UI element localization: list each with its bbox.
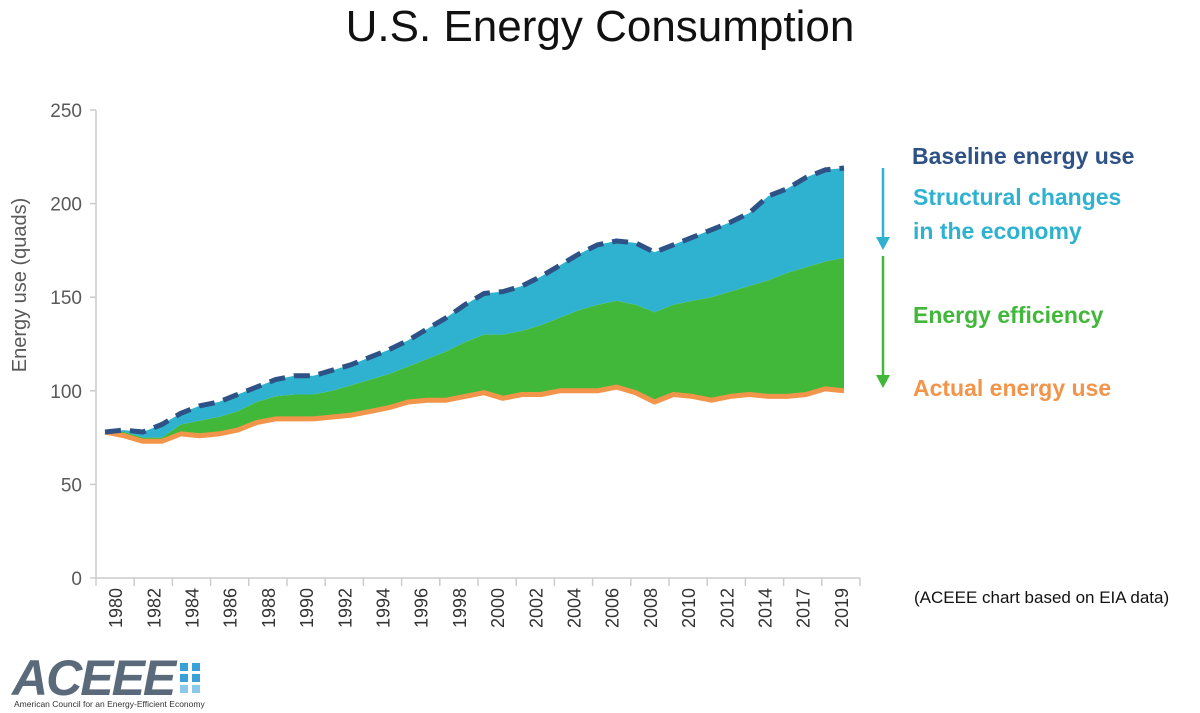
x-tick-label: 1982 <box>144 588 164 628</box>
y-axis-label: Energy use (quads) <box>9 198 31 373</box>
chart-areas <box>104 165 845 444</box>
legend-baseline: Baseline energy use <box>912 143 1135 169</box>
x-tick-label: 1992 <box>335 588 355 628</box>
x-tick-label: 2012 <box>717 588 737 628</box>
actual-energy-line <box>104 384 845 444</box>
x-tick-label: 2019 <box>832 588 852 628</box>
y-tick-label: 150 <box>50 288 82 309</box>
x-tick-label: 2000 <box>488 588 508 628</box>
x-tick-label: 2014 <box>756 588 776 628</box>
efficiency-arrow-head <box>876 375 890 388</box>
y-axis-label-wrap: Energy use (quads) <box>8 120 32 450</box>
legend-actual: Actual energy use <box>913 375 1112 401</box>
logo-tagline: American Council for an Energy-Efficient… <box>14 699 205 709</box>
y-tick-label: 100 <box>50 382 82 403</box>
x-tick-label: 2017 <box>794 588 814 628</box>
x-tick-label: 1998 <box>450 588 470 628</box>
x-tick-label: 2004 <box>565 588 585 628</box>
y-tick-label: 250 <box>50 101 82 122</box>
x-tick-label: 1994 <box>374 588 394 628</box>
x-tick-label: 2010 <box>679 588 699 628</box>
chart-title: U.S. Energy Consumption <box>345 2 855 51</box>
x-tick-label: 1984 <box>183 588 203 628</box>
legend-structural-line2: in the economy <box>913 218 1082 244</box>
x-tick-label: 1996 <box>412 588 432 628</box>
source-note: (ACEEE chart based on EIA data) <box>914 588 1170 607</box>
logo-dots-icon <box>180 663 200 693</box>
x-tick-label: 2006 <box>603 588 623 628</box>
y-tick-label: 0 <box>71 569 82 590</box>
x-tick-label: 2002 <box>526 588 546 628</box>
aceee-logo: ACEEE American Council for an Energy-Eff… <box>12 650 212 713</box>
legend-structural: Structural changes in the economy <box>913 180 1121 248</box>
y-tick-labels: 0 50 100 150 200 250 <box>50 101 82 590</box>
baseline-energy-line <box>104 165 845 435</box>
legend-structural-line1: Structural changes <box>913 184 1122 210</box>
x-tick-label: 2008 <box>641 588 661 628</box>
y-tick-label: 200 <box>50 195 82 216</box>
x-tick-label: 1990 <box>297 588 317 628</box>
structural-changes-area <box>105 168 844 438</box>
legend-efficiency: Energy efficiency <box>913 302 1104 328</box>
x-tick-labels: 1980 1982 1984 1986 1988 1990 1992 1994 1996 1998… <box>106 588 852 628</box>
chart-axes <box>90 109 861 586</box>
x-tick-label: 1986 <box>221 588 241 628</box>
y-tick-label: 50 <box>61 475 82 496</box>
x-tick-label: 1988 <box>259 588 279 628</box>
logo-wordmark: ACEEE <box>12 650 176 706</box>
structural-arrow-head <box>876 237 890 250</box>
x-tick-label: 1980 <box>106 588 126 628</box>
legend-arrows <box>876 168 890 388</box>
energy-efficiency-area <box>105 257 844 442</box>
